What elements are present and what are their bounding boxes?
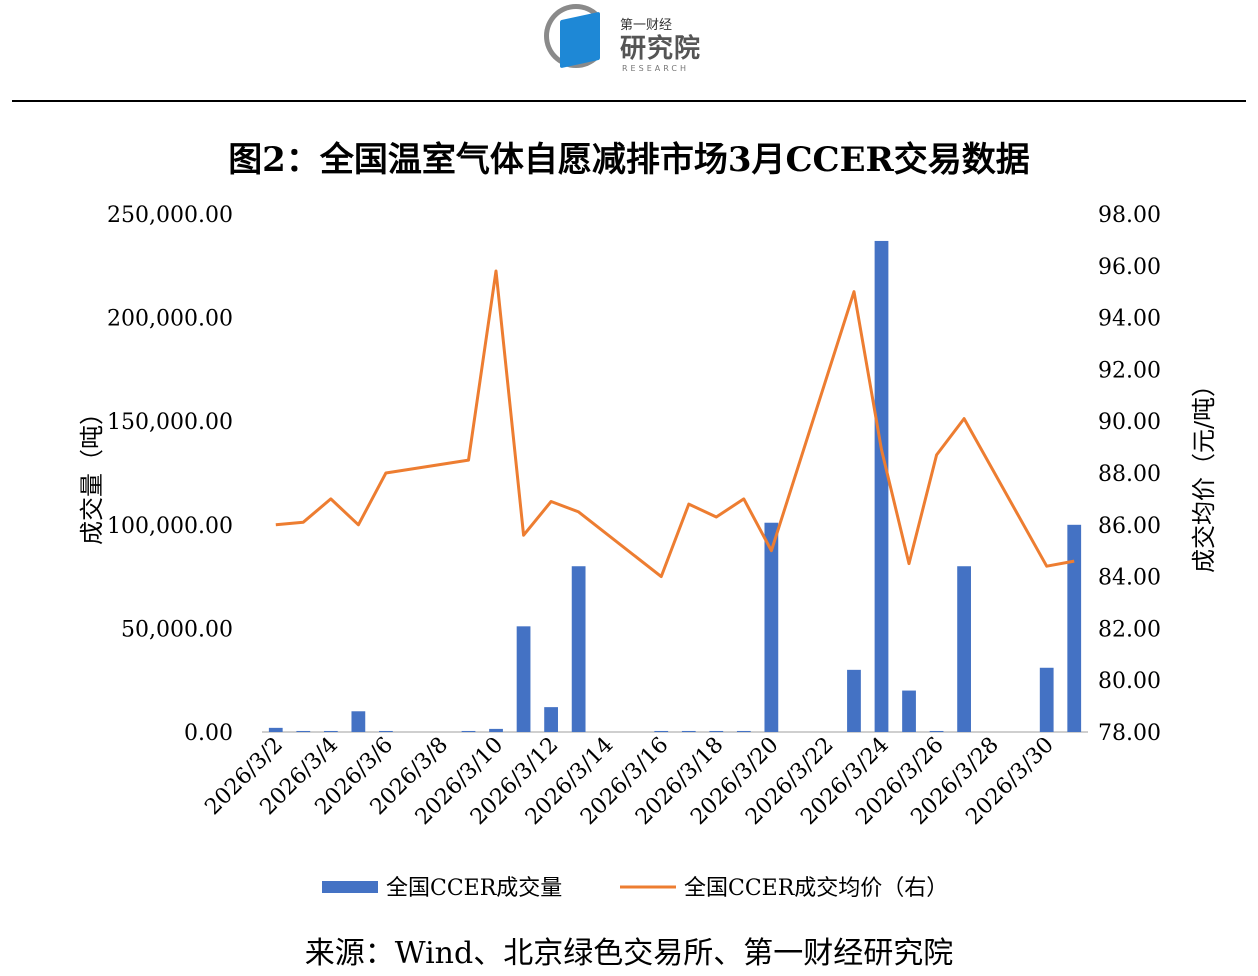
volume-bar [461,730,476,732]
y-left-tick-label: 150,000.00 [107,410,233,435]
volume-bar [489,728,503,732]
y-right-tick-label: 88.00 [1098,462,1161,487]
y-left-tick-label: 50,000.00 [121,617,233,642]
chart-title: 图2：全国温室气体自愿减排市场3月CCER交易数据 [228,140,1030,180]
y-left-tick-label: 250,000.00 [107,203,233,228]
y-right-tick-label: 80.00 [1098,669,1161,694]
volume-bar [1067,524,1082,732]
volume-bar [902,690,916,732]
logo-brand-sub: RESEARCH [622,64,689,73]
volume-bar [379,730,393,732]
y-right-tick-label: 96.00 [1098,255,1161,280]
legend-bar-swatch [322,881,378,893]
volume-bar [296,730,311,732]
y-left-tick-label: 200,000.00 [107,307,233,332]
volume-bar [709,730,724,732]
volume-bar [571,566,586,732]
source-note: 来源：Wind、北京绿色交易所、第一财经研究院 [304,936,954,971]
y-right-tick-label: 84.00 [1098,566,1161,591]
y-right-tick-label: 90.00 [1098,410,1161,435]
legend-bar-label: 全国CCER成交量 [386,876,562,901]
volume-bar [323,730,338,732]
volume-bar [268,727,283,732]
volume-bar [874,240,889,732]
y-left-tick-label: 0.00 [184,721,233,746]
y-right-tick-label: 86.00 [1098,514,1161,539]
volume-bar [736,730,751,732]
y-left-axis-title: 成交量（吨） [78,401,106,545]
volume-bar [764,522,779,732]
volume-bar [681,730,696,732]
y-right-tick-label: 92.00 [1098,358,1161,383]
y-right-tick-label: 82.00 [1098,617,1161,642]
volume-bar [847,669,861,732]
avg-price-line [275,269,1075,579]
volume-bar [516,626,531,732]
volume-bar [957,566,971,732]
research-logo: 第一财经 研究院 RESEARCH [540,4,720,84]
y-right-tick-label: 78.00 [1098,721,1161,746]
volume-bar [1039,667,1054,732]
logo-ring-icon [544,4,608,68]
logo-brand-big: 研究院 [620,34,702,64]
y-left-tick-label: 100,000.00 [107,514,233,539]
volume-bar [351,711,366,732]
y-right-axis-title: 成交均价（元/吨） [1190,373,1218,573]
y-right-tick-label: 94.00 [1098,307,1161,332]
legend-line-label: 全国CCER成交均价（右） [684,876,948,901]
volume-bar [929,730,944,732]
y-right-tick-label: 98.00 [1098,203,1161,228]
header-divider [12,100,1246,102]
volume-bar [544,707,558,732]
volume-bar [654,730,669,732]
logo-brand-small: 第一财经 [620,18,673,33]
